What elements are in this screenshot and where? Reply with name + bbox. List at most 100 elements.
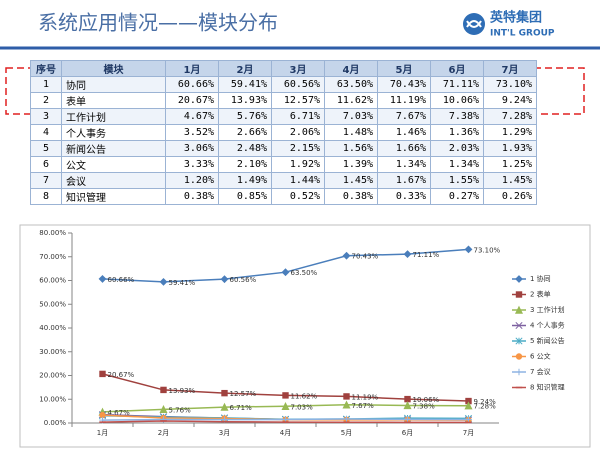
table-cell: 1.45%	[483, 172, 537, 189]
table-cell: 13.93%	[218, 92, 272, 109]
table-cell: 5.76%	[218, 108, 272, 125]
table-cell: 3	[30, 108, 62, 125]
data-label: 5.76%	[169, 406, 192, 414]
data-label: 7.67%	[352, 402, 375, 410]
table-row: 1 协同 60.66% 59.41% 60.56% 63.50% 70.43% 71.11% 7…	[30, 76, 537, 93]
legend-label: 7 会议	[530, 367, 551, 376]
header-cell: 7月	[483, 60, 537, 77]
data-label: 70.43%	[352, 253, 379, 261]
y-tick-label: 30.00%	[39, 348, 66, 356]
table-cell: 60.56%	[271, 76, 325, 93]
data-label: 12.57%	[230, 390, 257, 398]
y-tick-label: 70.00%	[39, 253, 66, 261]
y-tick-label: 50.00%	[39, 300, 66, 308]
y-tick-label: 60.00%	[39, 277, 66, 285]
table-cell: 4.67%	[165, 108, 219, 125]
header-cell: 5月	[377, 60, 431, 77]
legend-marker	[515, 353, 523, 360]
marker	[464, 401, 473, 410]
legend-marker	[514, 305, 524, 314]
data-label: 20.67%	[108, 371, 135, 379]
marker	[159, 277, 168, 286]
table-cell: 1.48%	[324, 124, 378, 141]
table-row: 6 公文 3.33% 2.10% 1.92% 1.39% 1.34% 1.34% 1.25%	[30, 156, 537, 173]
header-cell: 1月	[165, 60, 219, 77]
table-cell: 1.66%	[377, 140, 431, 157]
table-cell: 9.24%	[483, 92, 537, 109]
table-cell: 7.03%	[324, 108, 378, 125]
table-row: 2 表单 20.67% 13.93% 12.57% 11.62% 11.19% 10.06% 9…	[30, 92, 537, 109]
header-cell: 序号	[30, 60, 62, 77]
table-cell: 个人事务	[61, 124, 166, 141]
header-cell: 2月	[218, 60, 272, 77]
logo-name: 英特集团	[489, 10, 542, 26]
x-tick-label: 5月	[341, 429, 352, 437]
y-tick-label: 40.00%	[39, 324, 66, 332]
table-cell: 7.67%	[377, 108, 431, 125]
table-cell: 7.38%	[430, 108, 484, 125]
table-cell: 1	[30, 76, 62, 93]
legend-label: 1 协同	[530, 274, 551, 283]
chart-frame	[19, 224, 591, 448]
data-label: 60.66%	[108, 276, 135, 284]
marker	[403, 250, 412, 259]
table-cell: 0.33%	[377, 188, 431, 205]
table-cell: 1.25%	[483, 156, 537, 173]
table-cell: 1.55%	[430, 172, 484, 189]
table-cell: 1.29%	[483, 124, 537, 141]
data-label: 11.62%	[291, 392, 318, 400]
data-label: 59.41%	[169, 279, 196, 287]
header-cell: 4月	[324, 60, 378, 77]
table-cell: 协同	[61, 76, 166, 93]
table-cell: 2.03%	[430, 140, 484, 157]
table-cell: 1.34%	[430, 156, 484, 173]
data-label: 71.11%	[413, 251, 440, 259]
x-tick-label: 3月	[219, 429, 230, 437]
table-cell: 2.66%	[218, 124, 272, 141]
data-label: 73.10%	[474, 246, 501, 254]
table-cell: 1.92%	[271, 156, 325, 173]
marker	[403, 401, 412, 410]
marker	[404, 416, 411, 423]
legend-label: 2 表单	[530, 290, 551, 299]
slide-title: 系统应用情况——模块分布	[38, 11, 278, 35]
table-cell: 71.11%	[430, 76, 484, 93]
table-cell: 6.71%	[271, 108, 325, 125]
table-cell: 1.36%	[430, 124, 484, 141]
table-cell: 0.52%	[271, 188, 325, 205]
data-label: 7.03%	[291, 403, 314, 411]
table-cell: 1.44%	[271, 172, 325, 189]
table-cell: 2.48%	[218, 140, 272, 157]
table-cell: 3.52%	[165, 124, 219, 141]
legend-marker	[515, 291, 523, 298]
table-cell: 新闻公告	[61, 140, 166, 157]
table-cell: 0.27%	[430, 188, 484, 205]
data-label: 13.93%	[169, 387, 196, 395]
table-row: 7 会议 1.20% 1.49% 1.44% 1.45% 1.67% 1.55% 1.45%	[30, 172, 537, 189]
table-cell: 73.10%	[483, 76, 537, 93]
marker	[404, 395, 411, 403]
legend-label: 4 个人事务	[530, 321, 565, 330]
marker	[99, 411, 106, 419]
table-cell: 1.20%	[165, 172, 219, 189]
table-cell: 3.06%	[165, 140, 219, 157]
table-cell: 63.50%	[324, 76, 378, 93]
data-label: 10.06%	[413, 396, 440, 404]
table-cell: 1.93%	[483, 140, 537, 157]
table-cell: 工作计划	[61, 108, 166, 125]
table-cell: 公文	[61, 156, 166, 173]
data-label: 7.28%	[474, 403, 497, 411]
table-cell: 1.67%	[377, 172, 431, 189]
marker	[99, 370, 106, 378]
table-cell: 会议	[61, 172, 166, 189]
marker	[465, 397, 472, 405]
table-cell: 4	[30, 124, 62, 141]
data-label: 7.38%	[413, 402, 436, 410]
table-row: 8 知识管理 0.38% 0.85% 0.52% 0.38% 0.33% 0.27% 0.26%	[30, 188, 537, 205]
legend-label: 5 新闻公告	[530, 336, 565, 345]
table-cell: 0.38%	[165, 188, 219, 205]
data-label: 63.50%	[291, 269, 318, 277]
chart: 0.00% 10.00% 20.00% 30.00% 40.00% 50.00% 60.00…	[39, 229, 564, 437]
legend-marker	[515, 337, 523, 345]
table-body: 1 协同 60.66% 59.41% 60.56% 63.50% 70.43% 71.11% 7…	[30, 76, 537, 205]
